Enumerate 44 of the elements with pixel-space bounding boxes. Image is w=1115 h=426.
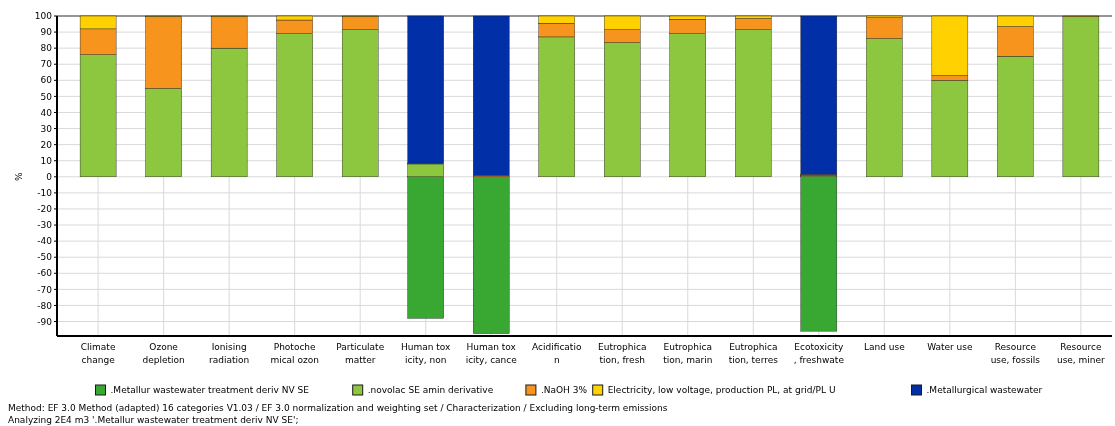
legend-label: Electricity, low voltage, production PL, at grid/PL U [607, 385, 836, 396]
y-tick-label: 100 [34, 11, 53, 22]
x-tick-label: Eutrophica tion, marin [663, 342, 713, 365]
y-tick-label: -50 [37, 252, 53, 263]
x-tick-label: Land use [863, 342, 906, 352]
y-tick-label: -80 [37, 300, 53, 311]
y-tick-label: 20 [40, 139, 53, 150]
y-tick-label: 50 [40, 91, 53, 102]
y-tick-label: 70 [40, 59, 53, 70]
y-tick-label: 0 [46, 171, 53, 182]
x-tick-label: Ecotoxicity , freshwate [793, 342, 845, 365]
y-tick-label: 60 [40, 75, 53, 86]
x-tick-label: Climate change [80, 342, 116, 365]
y-tick-label: -20 [37, 204, 53, 215]
legend-label: .NaOH 3% [540, 385, 588, 396]
x-tick-label: Particulate matter [336, 342, 385, 365]
y-tick-label: 90 [40, 27, 53, 38]
x-tick-label: Human tox icity, non [401, 342, 452, 365]
y-tick-label: -10 [37, 188, 53, 199]
x-tick-label: Eutrophica tion, terres [728, 342, 779, 365]
y-tick-label: -30 [37, 220, 53, 231]
legend-label: .Metallurgical wastewater [926, 385, 1043, 396]
x-tick-label: Ionising radiation [209, 342, 250, 365]
x-tick-label: Eutrophica tion, fresh [598, 342, 647, 365]
y-tick-label: 30 [40, 123, 53, 134]
x-tick-label: Acidificatio n [532, 342, 582, 365]
legend-label: .novolac SE amin derivative [367, 385, 494, 396]
x-tick-label: Water use [927, 342, 973, 352]
y-axis-title: % [14, 172, 24, 182]
y-tick-label: -60 [37, 268, 53, 279]
y-tick-label: -40 [37, 236, 53, 247]
x-tick-label: Photoche mical ozon [270, 342, 319, 365]
legend-label: .Metallur wastewater treatment deriv NV SE [110, 385, 310, 396]
text: Analyzing 2E4 m3 '.Metallur wastewater treatment deriv NV SE'; [8, 415, 299, 425]
y-tick-label: -70 [37, 284, 53, 295]
x-tick-label: Ozone depletion [142, 342, 185, 365]
y-tick-label: 80 [40, 43, 53, 54]
y-tick-label: 40 [40, 107, 53, 118]
y-tick-label: -90 [37, 316, 53, 327]
x-tick-label: Human tox icity, cance [465, 342, 518, 365]
x-tick-label: Resource use, miner [1056, 342, 1106, 365]
x-tick-label: Resource use, fossils [990, 342, 1041, 365]
y-tick-label: 10 [40, 155, 53, 166]
text: Method: EF 3.0 Method (adapted) 16 categories V1.03 / EF 3.0 normalization and weighting set / Characterization / Excluding long-term emissions [8, 403, 668, 413]
